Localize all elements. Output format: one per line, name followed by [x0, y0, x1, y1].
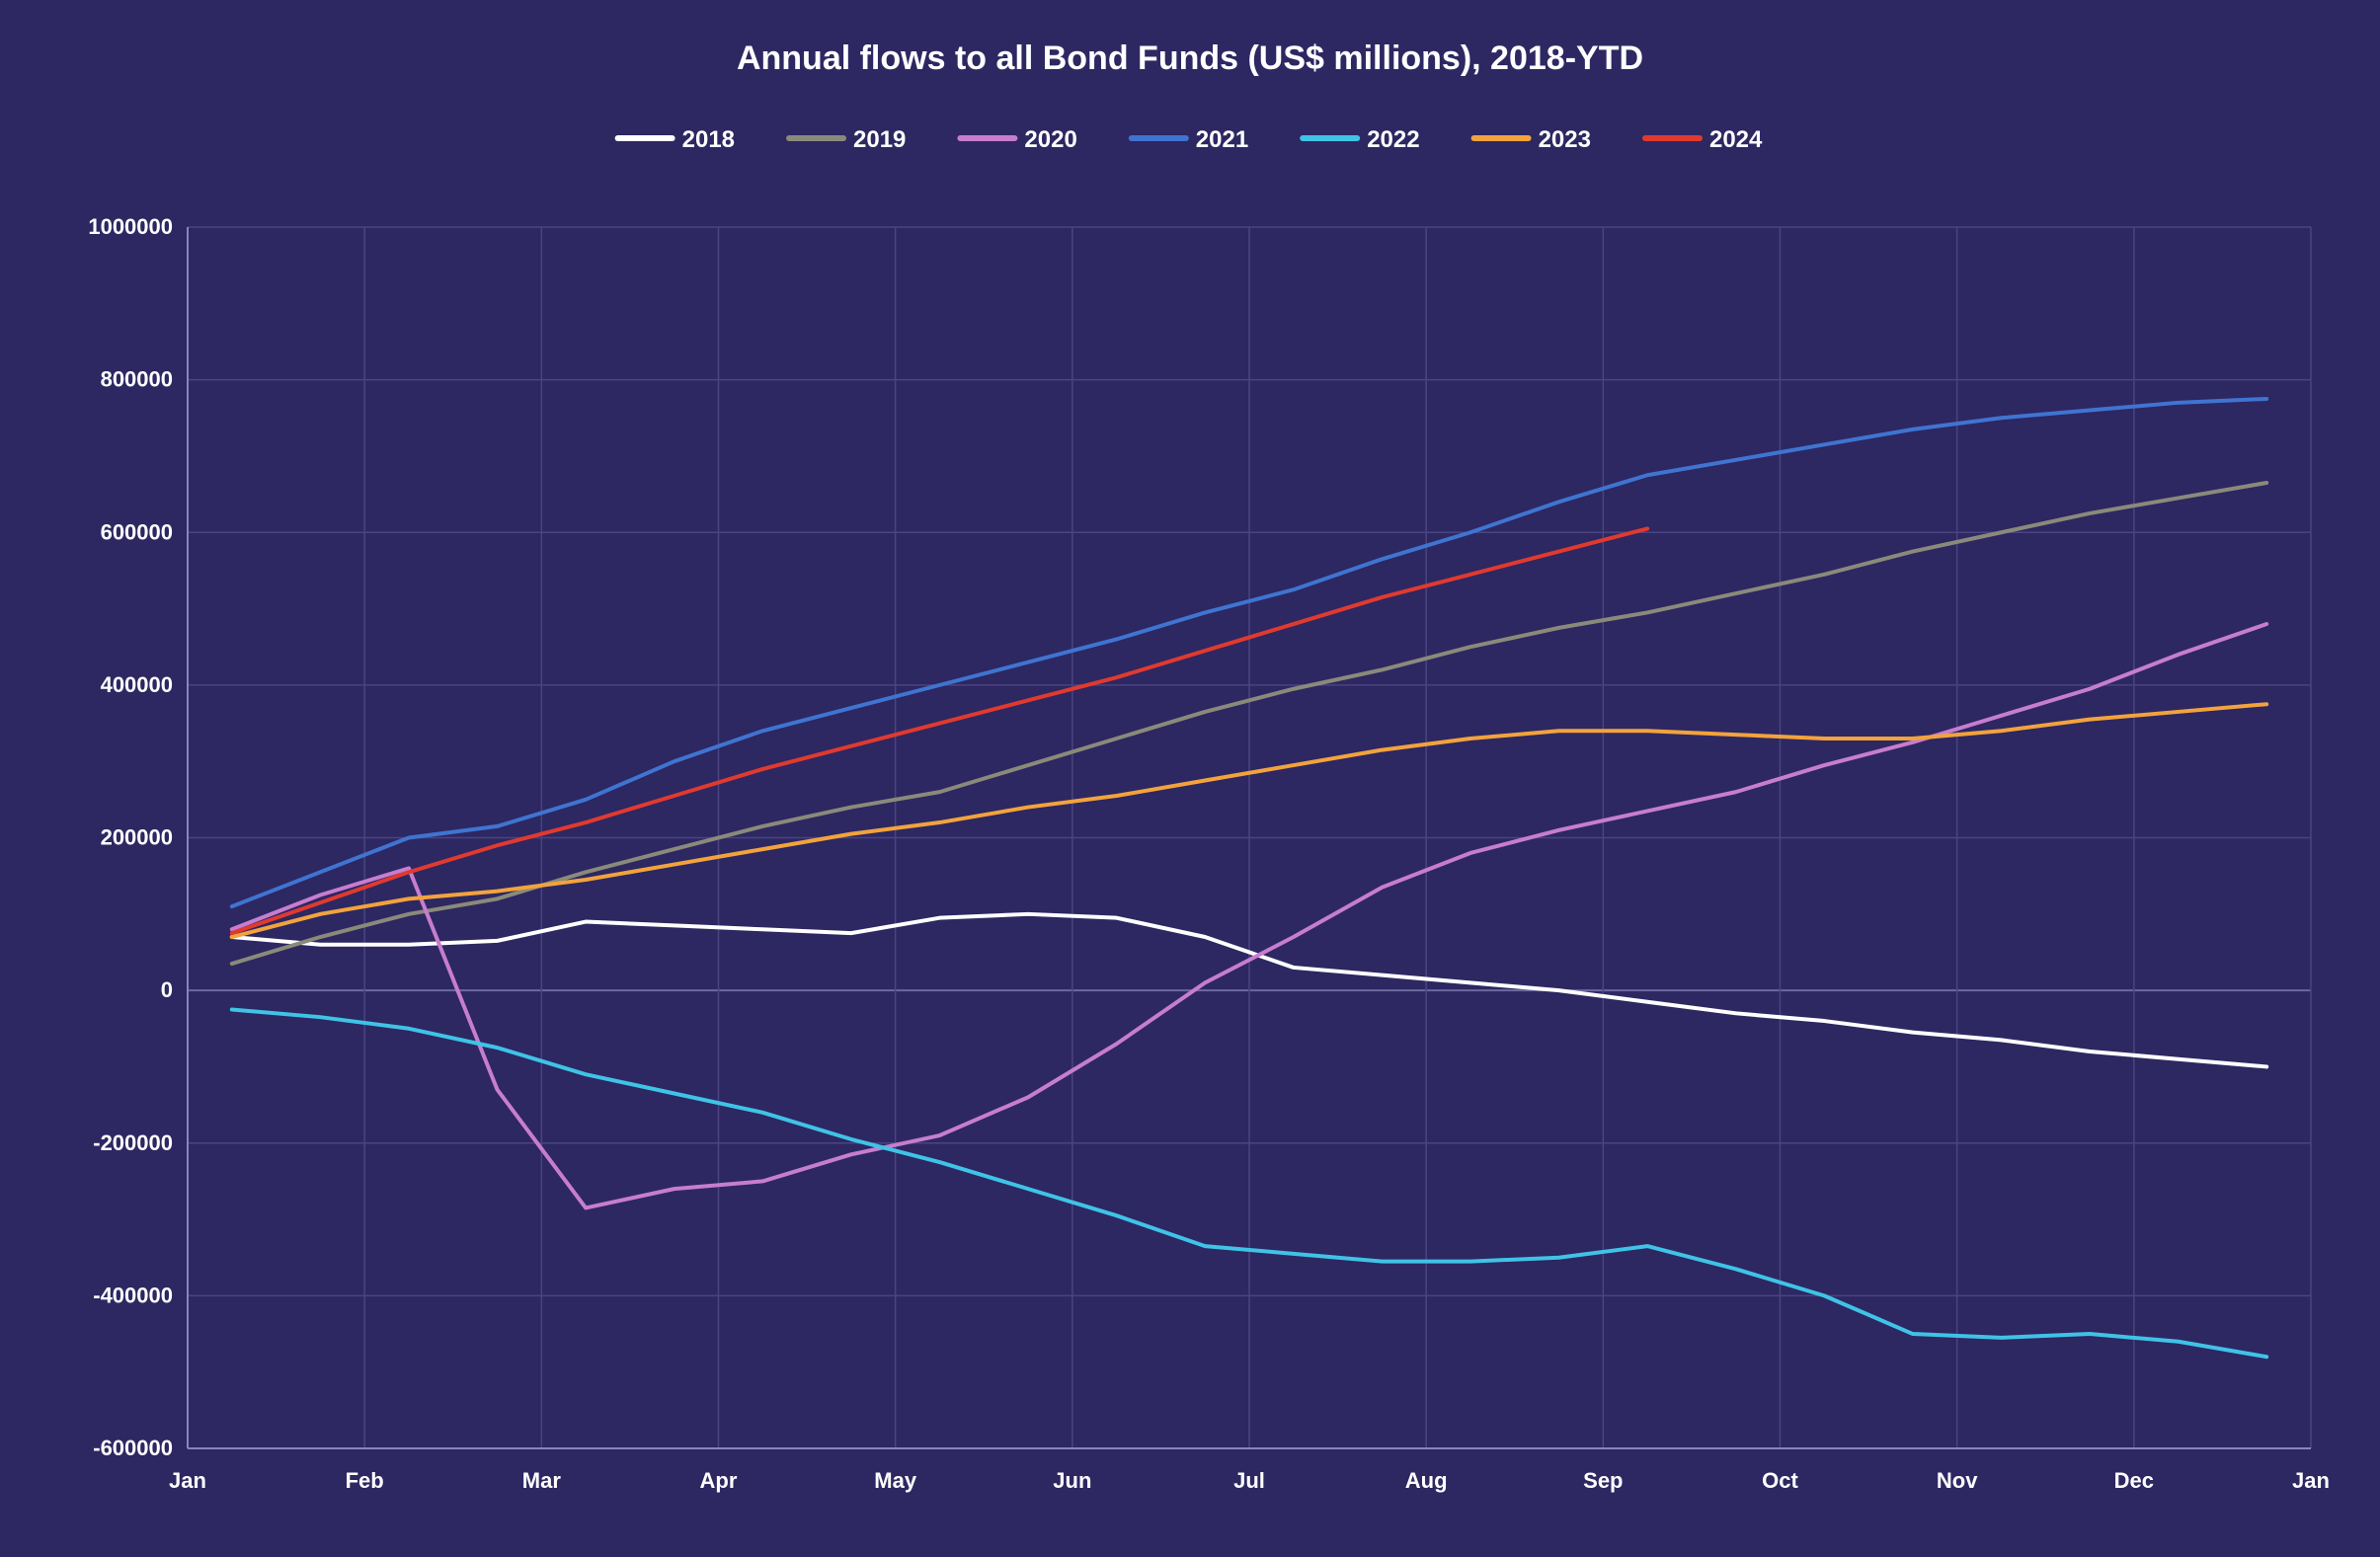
x-tick-label: Jan	[169, 1468, 206, 1493]
legend-label-2018: 2018	[682, 126, 735, 153]
x-tick-label: Jan	[2292, 1468, 2330, 1493]
y-tick-label: 200000	[101, 825, 173, 850]
x-tick-label: Jun	[1053, 1468, 1091, 1493]
y-tick-label: 400000	[101, 672, 173, 697]
x-tick-label: Feb	[346, 1468, 384, 1493]
chart-title: Annual flows to all Bond Funds (US$ mill…	[737, 39, 1643, 77]
y-tick-label: -400000	[93, 1283, 173, 1307]
x-tick-label: Jul	[1233, 1468, 1265, 1493]
legend-label-2022: 2022	[1367, 126, 1419, 153]
legend-label-2020: 2020	[1024, 126, 1076, 153]
legend-label-2021: 2021	[1196, 126, 1248, 153]
y-tick-label: -600000	[93, 1436, 173, 1460]
y-tick-label: 600000	[101, 519, 173, 544]
y-tick-label: 0	[161, 977, 173, 1002]
chart-svg: Annual flows to all Bond Funds (US$ mill…	[0, 0, 2380, 1557]
legend-label-2019: 2019	[853, 126, 906, 153]
x-tick-label: Dec	[2114, 1468, 2154, 1493]
x-tick-label: May	[874, 1468, 917, 1493]
bond-flows-chart: Annual flows to all Bond Funds (US$ mill…	[0, 0, 2380, 1557]
x-tick-label: Aug	[1405, 1468, 1448, 1493]
x-tick-label: Mar	[522, 1468, 562, 1493]
legend-label-2023: 2023	[1539, 126, 1591, 153]
y-tick-label: 1000000	[88, 214, 173, 239]
x-tick-label: Oct	[1762, 1468, 1798, 1493]
x-tick-label: Nov	[1937, 1468, 1978, 1493]
x-tick-label: Sep	[1583, 1468, 1623, 1493]
legend-label-2024: 2024	[1709, 126, 1763, 153]
y-tick-label: -200000	[93, 1130, 173, 1155]
x-tick-label: Apr	[700, 1468, 738, 1493]
y-tick-label: 800000	[101, 367, 173, 392]
